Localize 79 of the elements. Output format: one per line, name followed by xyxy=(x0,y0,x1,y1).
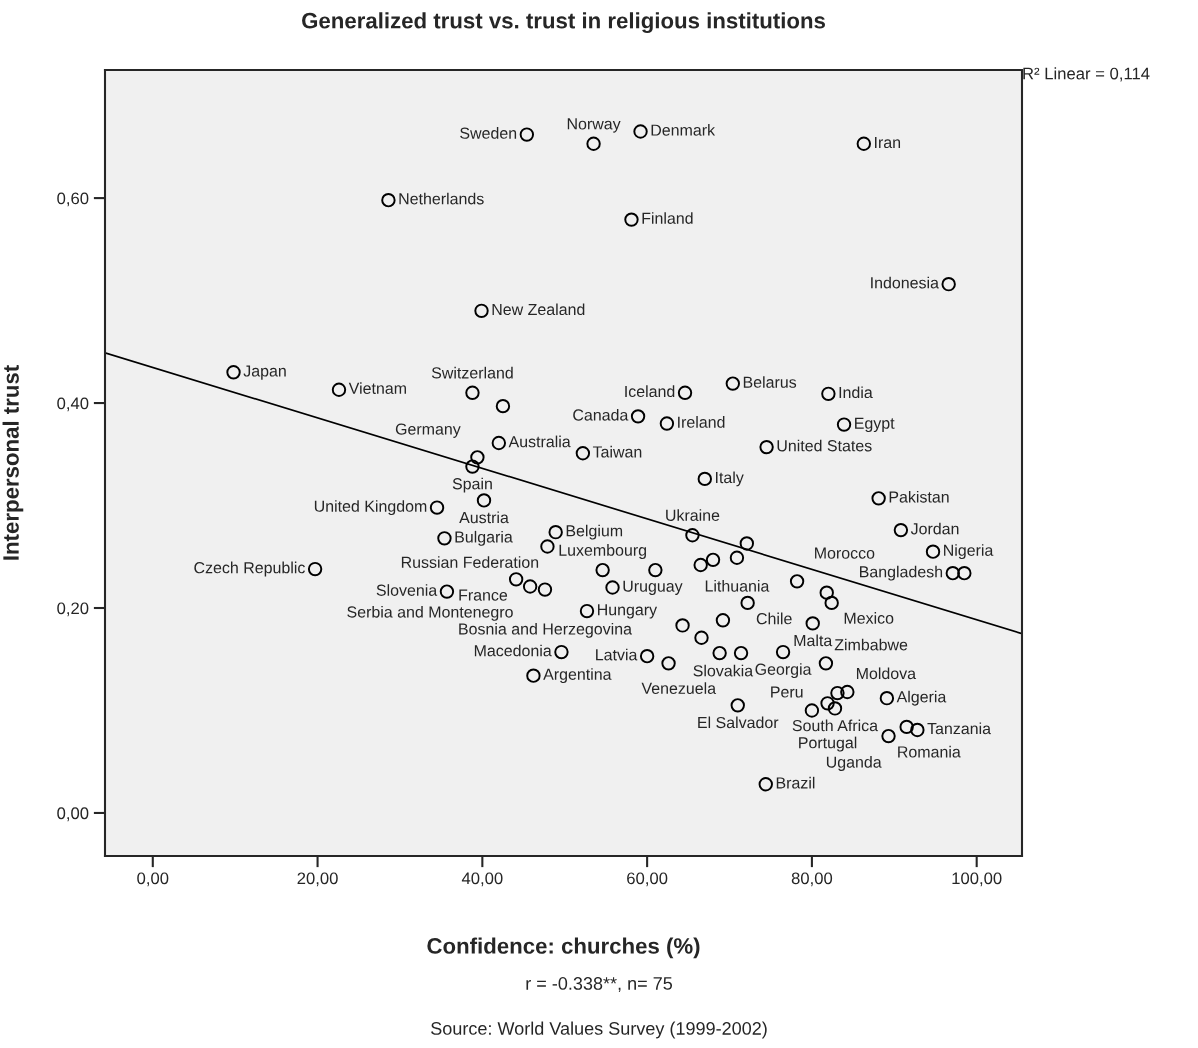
annotation: Malta xyxy=(794,634,833,647)
annotation: Bangladesh xyxy=(860,565,943,581)
y-tick-label: 0,00 xyxy=(57,807,89,822)
annotation: Vietnam xyxy=(348,382,406,395)
annotation: El Salvador xyxy=(698,716,779,729)
annotation: Slovakia xyxy=(693,664,754,677)
annotation: Mexico xyxy=(844,612,894,624)
y-axis-title: Interpersonal trust xyxy=(2,365,24,560)
annotation: Taiwan xyxy=(592,445,642,458)
x-axis-title: Confidence: churches (%) xyxy=(427,937,700,959)
annotation: United States xyxy=(777,439,872,452)
x-tick-label: 100,00 xyxy=(952,872,1002,887)
annotation: Portugal xyxy=(799,736,857,752)
annotation: Latvia xyxy=(596,648,638,661)
annotation: India xyxy=(839,386,873,399)
annotation: Argentina xyxy=(543,668,612,684)
annotation: Uganda xyxy=(826,756,882,771)
annotation: Belgium xyxy=(566,524,623,540)
annotation: Serbia and Montenegro xyxy=(347,605,513,621)
annotation: Australia xyxy=(508,435,571,448)
annotation: Ukraine xyxy=(666,509,720,521)
annotation: Peru xyxy=(771,686,803,698)
annotation: Italy xyxy=(716,471,744,487)
annotation: Venezuela xyxy=(641,682,717,694)
annotation: New Zealand xyxy=(492,303,585,316)
annotation: Zimbabwe xyxy=(834,638,908,651)
annotation: Georgia xyxy=(755,663,812,679)
x-tick-label: 0,00 xyxy=(137,872,169,887)
y-tick-label: 0,60 xyxy=(57,192,89,207)
text: r = -0.338**, n= 75 xyxy=(526,977,673,992)
annotation: Lithuania xyxy=(705,580,770,592)
chart-title: Generalized trust vs. trust in religious institutions xyxy=(302,12,825,34)
annotation: Germany xyxy=(395,423,461,438)
y-tick-label: 0,20 xyxy=(57,602,89,617)
annotation: Indonesia xyxy=(871,276,939,289)
x-tick-label: 40,00 xyxy=(461,872,503,887)
annotation: Canada xyxy=(573,408,629,421)
annotation: Japan xyxy=(243,365,286,380)
annotation: Romania xyxy=(898,745,961,758)
annotation: Morocco xyxy=(815,547,875,559)
annotation: Luxembourg xyxy=(559,544,647,559)
annotation: Finland xyxy=(642,212,693,224)
x-tick-label: 80,00 xyxy=(791,872,833,887)
x-tick-label: 60,00 xyxy=(627,872,668,887)
annotation: Sweden xyxy=(460,127,517,139)
annotation: Bulgaria xyxy=(455,530,513,546)
annotation: Iceland xyxy=(625,385,675,398)
annotation: South Africa xyxy=(792,719,879,732)
annotation: Austria xyxy=(459,511,509,524)
annotation: Netherlands xyxy=(399,192,484,205)
annotation: Tanzania xyxy=(927,722,992,735)
annotation: Nigeria xyxy=(944,544,994,560)
annotation: Egypt xyxy=(855,417,895,433)
annotation: Iran xyxy=(875,136,901,149)
annotation: Uruguay xyxy=(623,580,683,595)
annotation: Spain xyxy=(452,477,492,493)
annotation: United Kingdom xyxy=(314,500,427,516)
annotation: Norway xyxy=(567,118,621,133)
annotation: Switzerland xyxy=(431,366,513,379)
annotation: France xyxy=(459,589,508,601)
annotation: Moldova xyxy=(856,667,917,680)
annotation: Pakistan xyxy=(889,490,949,503)
annotation: Brazil xyxy=(776,776,815,789)
annotation: Czech Republic xyxy=(194,561,305,577)
annotation: Slovenia xyxy=(376,584,438,596)
x-tick-label: 20,00 xyxy=(297,872,338,887)
annotation: Algeria xyxy=(896,690,947,706)
annotation: Hungary xyxy=(598,604,658,619)
annotation: Denmark xyxy=(651,124,716,136)
source-note: Source: World Values Survey (1999-2002) xyxy=(431,1021,767,1039)
annotation: Chile xyxy=(756,612,792,625)
annotation: Macedonia xyxy=(474,644,552,657)
text: R² Linear = 0,114 xyxy=(1023,67,1150,82)
annotation: Ireland xyxy=(678,416,725,428)
annotation: Belarus xyxy=(743,376,797,388)
y-tick-label: 0,40 xyxy=(57,397,89,412)
annotation: Bosnia and Herzegovina xyxy=(459,622,632,638)
annotation: Jordan xyxy=(910,522,959,535)
annotation: Russian Federation xyxy=(401,556,539,568)
